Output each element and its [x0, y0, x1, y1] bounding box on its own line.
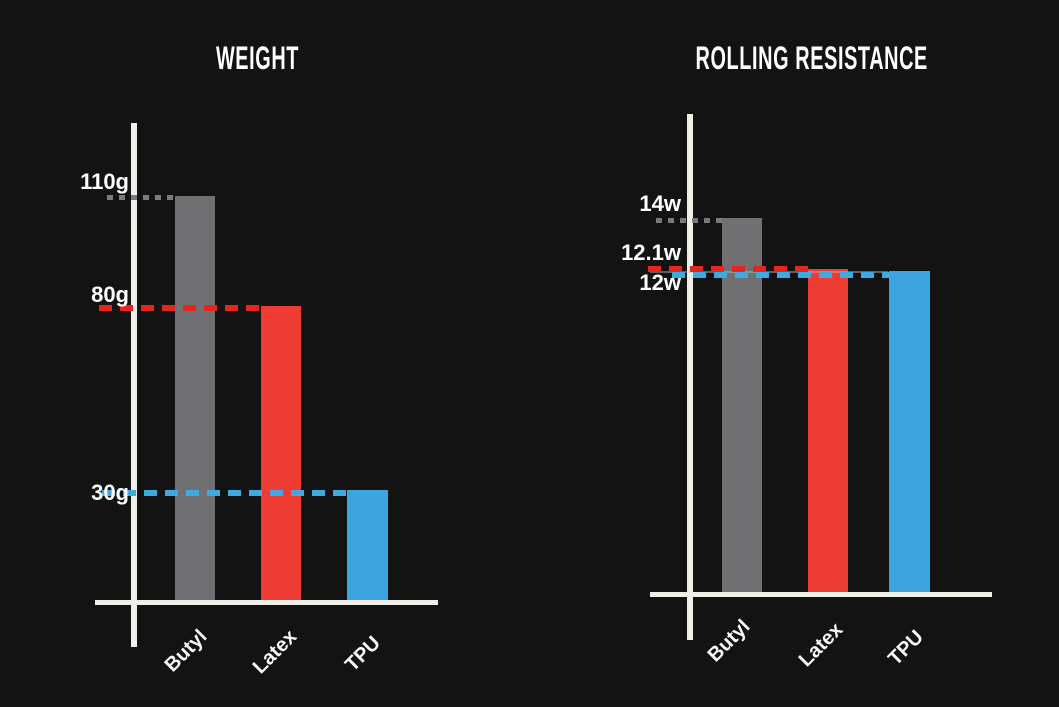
weight-guide-line-tpu: [102, 490, 348, 496]
weight-value-label-latex: 80g: [91, 282, 129, 307]
weight-value-label-butyl: 110g: [80, 169, 129, 194]
weight-guide-line-butyl: [107, 195, 177, 200]
rolling-resistance-chart-title: ROLLING RESISTANCE: [695, 39, 928, 77]
rolling-resistance-category-label-butyl: Butyl: [703, 615, 755, 667]
weight-guide-line-latex: [99, 305, 263, 311]
rolling-resistance-guide-line-butyl: [656, 218, 724, 223]
rolling-resistance-guide-line-latex: [648, 266, 809, 272]
weight-chart-title: WEIGHT: [215, 39, 300, 77]
rolling-resistance-category-label-tpu: TPU: [884, 626, 928, 670]
rolling-resistance-x-axis-line: [650, 592, 992, 597]
rolling-resistance-value-label-tpu: 12w: [639, 270, 681, 295]
rolling-resistance-bar-latex: [808, 269, 848, 592]
weight-value-label-tpu: 30g: [91, 480, 129, 505]
rolling-resistance-bar-tpu: [889, 271, 930, 592]
rolling-resistance-bar-butyl: [722, 218, 762, 592]
weight-bar-latex: [261, 306, 301, 600]
rolling-resistance-guide-line-tpu: [672, 272, 890, 278]
rolling-resistance-y-axis-line: [687, 114, 693, 640]
weight-bar-tpu: [347, 490, 388, 600]
rolling-resistance-category-label-latex: Latex: [794, 618, 848, 672]
rolling-resistance-value-label-butyl: 14w: [639, 191, 681, 216]
weight-x-axis-line: [95, 600, 438, 605]
weight-y-axis-line: [131, 123, 137, 647]
rolling-resistance-value-label-latex: 12.1w: [621, 240, 681, 265]
weight-bar-butyl: [175, 196, 215, 600]
